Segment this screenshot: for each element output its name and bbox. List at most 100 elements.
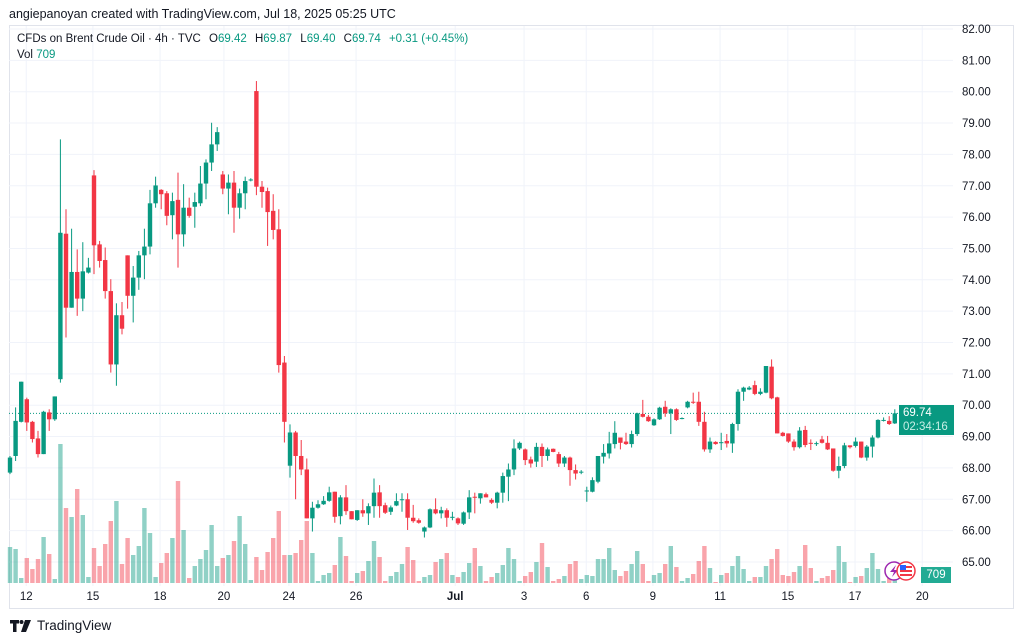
candle-body (674, 409, 679, 420)
candle-body (696, 401, 701, 422)
volume-bar (758, 577, 763, 583)
candle-body (590, 480, 595, 492)
candle (69, 228, 74, 308)
candle (388, 505, 393, 515)
candle (842, 442, 847, 469)
volume-bar (551, 581, 556, 583)
candle-body (735, 391, 741, 425)
volume-bar (881, 581, 886, 583)
volume-bar (52, 579, 57, 583)
candle-body (467, 497, 472, 513)
candle (780, 431, 785, 437)
volume-bar (310, 553, 315, 583)
candle-body (209, 144, 214, 163)
volume-bar (775, 549, 780, 583)
candle-body (769, 366, 774, 399)
time-tick-label: 9 (650, 591, 656, 603)
candle-body (707, 441, 713, 450)
candle (803, 425, 808, 448)
volume-bar (724, 573, 729, 583)
volume-bar (825, 576, 830, 583)
candle (786, 433, 791, 443)
volume-bar (332, 565, 337, 583)
candle (321, 496, 326, 505)
candle (366, 503, 371, 525)
volume-bar (534, 562, 539, 583)
chart-panel[interactable] (9, 25, 1014, 609)
time-tick-label: 18 (154, 591, 167, 603)
price-axis: 82.00 81.00 80.00 79.00 78.00 77.00 76.00 75.00… (962, 24, 991, 569)
volume-bar (315, 581, 321, 583)
volume-value: 709 (36, 49, 56, 61)
candle-body (310, 507, 315, 519)
volume-bar (136, 546, 141, 583)
time-tick-label: 6 (583, 591, 589, 603)
candle-body (237, 193, 242, 208)
candle-body (52, 396, 57, 420)
volume-bar (640, 564, 645, 583)
candle (13, 407, 18, 462)
symbol-title[interactable]: CFDs on Brent Crude Oil · 4h · TVC (17, 33, 201, 45)
volume-bar (142, 508, 147, 583)
volume-bar (299, 540, 304, 583)
last-price: 69.74 (903, 407, 932, 419)
candle-body (724, 440, 729, 444)
us-flag-event-icon[interactable] (896, 561, 916, 581)
candle-body (75, 271, 80, 299)
volume-bar (69, 517, 74, 583)
candle-body (265, 191, 270, 213)
candle-body (579, 471, 584, 473)
price-tick-label: 82.00 (962, 24, 991, 36)
volume-bar (30, 569, 35, 583)
candle (181, 184, 186, 247)
volume-bar (483, 581, 489, 583)
candle (489, 498, 494, 504)
candle-body (763, 366, 769, 393)
volume-bar (713, 582, 718, 583)
tradingview-logo-text: TradingView (37, 618, 112, 633)
candle (293, 430, 298, 500)
volume-bar (864, 568, 869, 583)
candle-body (136, 255, 141, 278)
last-price-tag: 69.74 02:34:16 (899, 405, 954, 435)
volume-bar (411, 560, 416, 583)
candle-body (775, 397, 780, 434)
candle-body (405, 499, 410, 518)
candle-body (618, 437, 623, 443)
candle-body (786, 433, 791, 442)
candle-body (506, 469, 511, 477)
volume-bar (478, 566, 483, 583)
volume-bar (287, 555, 293, 583)
candle (668, 408, 673, 435)
candle (399, 493, 405, 512)
candle-body (478, 493, 483, 499)
candle-body (831, 448, 836, 471)
open-value: 69.42 (218, 33, 247, 45)
volume-bar (769, 559, 774, 583)
chart-legend: CFDs on Brent Crude Oil · 4h · TVC O69.4… (17, 33, 473, 45)
candle (719, 432, 724, 451)
price-tick-label: 68.00 (962, 463, 991, 475)
candle-body (797, 430, 802, 448)
volume-bar (259, 570, 265, 583)
volume-bar (371, 541, 377, 583)
volume-bar (663, 564, 668, 583)
candle (674, 408, 679, 421)
candle (226, 174, 231, 215)
candle (343, 485, 349, 515)
tradingview-logo[interactable]: TradingView (10, 618, 111, 633)
candle-body (147, 203, 153, 247)
volume-legend: Vol 709 (17, 49, 55, 61)
candle-body (719, 442, 724, 444)
candle (506, 463, 511, 502)
candle (887, 416, 892, 425)
volume-bar (198, 559, 203, 583)
candle-body (86, 267, 91, 273)
candle-body (439, 510, 444, 514)
volume-bar (254, 557, 259, 583)
candle (534, 442, 539, 467)
candle (377, 485, 382, 518)
candle (853, 437, 858, 448)
candle (198, 165, 203, 207)
